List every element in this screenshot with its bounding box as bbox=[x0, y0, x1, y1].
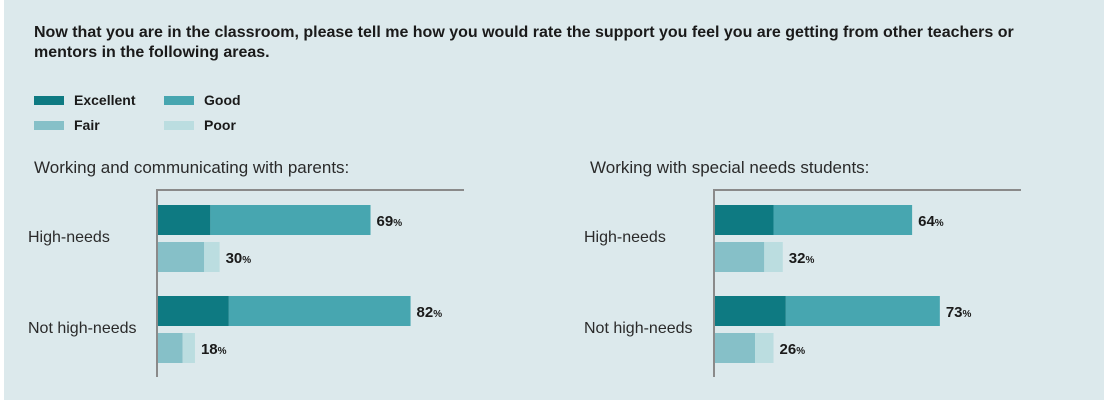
legend-label-good: Good bbox=[204, 92, 241, 108]
bar-poor-high-needs bbox=[764, 242, 783, 272]
bar-excellent-not-high-needs bbox=[158, 296, 229, 326]
chart-title-special-needs: Working with special needs students: bbox=[590, 158, 870, 177]
bar-fair-not-high-needs bbox=[715, 333, 756, 363]
value-label-negative-not-high-needs: 26% bbox=[780, 341, 806, 358]
chart-special-needs: High-needs 64% 32% Not high-needs 73% 26% bbox=[584, 189, 1021, 377]
chart-parents: High-needs 69% 30% Not high-needs 82% 18% bbox=[28, 189, 464, 377]
bar-good-high-needs bbox=[773, 205, 913, 235]
value-label-negative-high-needs: 32% bbox=[789, 250, 815, 267]
legend-item-fair: Fair bbox=[34, 116, 100, 134]
chart-panel: Now that you are in the classroom, pleas… bbox=[4, 0, 1104, 400]
bar-good-not-high-needs bbox=[785, 296, 940, 326]
legend-label-poor: Poor bbox=[204, 117, 236, 133]
category-label-not-high-needs: Not high-needs bbox=[28, 320, 137, 337]
value-label-negative-high-needs: 30% bbox=[226, 250, 252, 267]
legend-label-excellent: Excellent bbox=[74, 92, 136, 108]
bar-poor-not-high-needs bbox=[182, 333, 195, 363]
chart-title-parents: Working and communicating with parents: bbox=[34, 158, 350, 177]
legend-swatch-fair bbox=[34, 120, 64, 130]
value-label-positive-high-needs: 64% bbox=[918, 213, 944, 230]
bar-good-not-high-needs bbox=[228, 296, 411, 326]
bar-poor-high-needs bbox=[204, 242, 220, 272]
bar-excellent-high-needs bbox=[158, 205, 211, 235]
category-label-not-high-needs: Not high-needs bbox=[584, 320, 693, 337]
bar-excellent-high-needs bbox=[715, 205, 774, 235]
bar-excellent-not-high-needs bbox=[715, 296, 786, 326]
value-label-negative-not-high-needs: 18% bbox=[201, 341, 227, 358]
value-label-positive-not-high-needs: 82% bbox=[417, 304, 443, 321]
legend-label-fair: Fair bbox=[74, 117, 100, 133]
legend-item-excellent: Excellent bbox=[34, 91, 135, 109]
legend-item-poor: Poor bbox=[164, 116, 236, 134]
value-label-positive-not-high-needs: 73% bbox=[946, 304, 972, 321]
category-label-high-needs: High-needs bbox=[584, 229, 666, 246]
category-label-high-needs: High-needs bbox=[28, 229, 110, 246]
legend-item-good: Good bbox=[164, 91, 241, 109]
legend-swatch-poor bbox=[164, 120, 194, 130]
value-label-positive-high-needs: 69% bbox=[377, 213, 403, 230]
bar-fair-not-high-needs bbox=[158, 333, 183, 363]
bar-fair-high-needs bbox=[715, 242, 765, 272]
bar-fair-high-needs bbox=[158, 242, 205, 272]
survey-question: Now that you are in the classroom, pleas… bbox=[34, 24, 1014, 61]
legend-swatch-excellent bbox=[34, 95, 64, 105]
bar-poor-not-high-needs bbox=[755, 333, 774, 363]
bar-good-high-needs bbox=[210, 205, 371, 235]
legend-swatch-good bbox=[164, 95, 194, 105]
